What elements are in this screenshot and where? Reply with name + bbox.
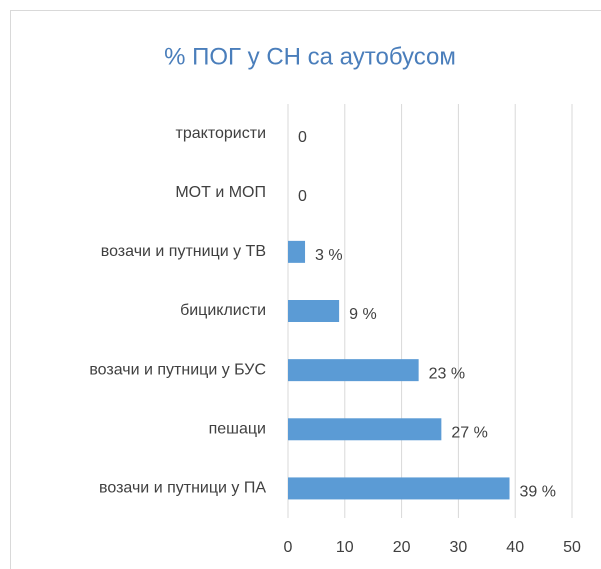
value-label: 23 % — [429, 365, 465, 382]
bar — [288, 300, 340, 322]
y-tick-label: возачи и путници у ПА — [99, 480, 266, 497]
value-label: 27 % — [451, 425, 487, 442]
value-label: 0 — [298, 188, 307, 205]
y-tick-label: возачи и путници у ТВ — [101, 243, 266, 260]
chart-border — [10, 10, 601, 569]
y-tick-label: бициклисти — [180, 302, 266, 319]
x-tick-label: 50 — [563, 539, 581, 556]
x-tick-label: 20 — [393, 539, 411, 556]
value-label: 0 — [298, 129, 307, 146]
x-tick-label: 10 — [336, 539, 354, 556]
bar — [288, 240, 306, 263]
chart-title: % ПОГ у СН са аутобусом — [164, 43, 456, 70]
value-label: 9 % — [349, 306, 377, 323]
bar — [288, 418, 442, 441]
value-label: 3 % — [315, 247, 343, 264]
bar — [288, 477, 510, 500]
y-tick-label: пешаци — [209, 421, 266, 438]
y-tick-label: МОТ и МОП — [175, 184, 266, 201]
y-tick-label: трактористи — [176, 125, 266, 142]
x-tick-label: 30 — [450, 539, 468, 556]
bar — [288, 359, 419, 382]
x-tick-label: 0 — [284, 539, 293, 556]
value-label: 39 % — [520, 484, 556, 501]
y-tick-label: возачи и путници у БУС — [89, 361, 266, 378]
x-tick-label: 40 — [506, 539, 524, 556]
